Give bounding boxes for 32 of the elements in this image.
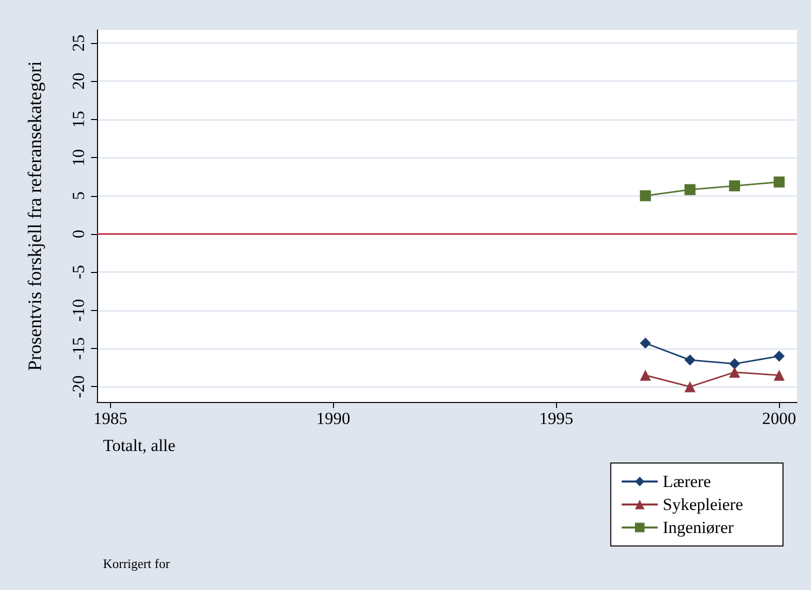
y-tick-label: -20 — [69, 375, 88, 398]
y-tick-label: 10 — [69, 149, 88, 166]
y-tick-label: -5 — [69, 265, 88, 280]
y-tick-label: -10 — [69, 299, 88, 322]
text: Korrigert for — [103, 556, 170, 571]
point — [684, 354, 696, 366]
y-tick-label: -15 — [69, 337, 88, 360]
y-tick-label: 25 — [69, 34, 88, 52]
point — [684, 184, 696, 196]
y-axis-title: Prosentvis forskjell fra referansekategori — [25, 61, 46, 371]
point — [774, 176, 785, 188]
point — [640, 370, 651, 381]
y-tick-label: 5 — [69, 192, 88, 200]
x-tick-label: 2000 — [762, 409, 796, 428]
x-tick-label: 1985 — [93, 409, 128, 428]
legend-label: Lærere — [662, 472, 711, 491]
point — [640, 190, 651, 202]
y-tick-label: 15 — [69, 110, 88, 128]
point — [640, 338, 651, 349]
x-tick-label: 1995 — [539, 409, 574, 428]
legend-label: Sykepleiere — [662, 495, 744, 514]
legend-label: Ingeniører — [662, 518, 734, 537]
point — [684, 381, 696, 392]
point — [729, 366, 740, 378]
x-tick-label: 1990 — [316, 409, 350, 428]
y-tick-label: 0 — [69, 230, 88, 238]
point — [774, 350, 785, 362]
y-tick-label: 20 — [69, 72, 88, 90]
text: Totalt, alle — [103, 436, 176, 455]
point — [729, 180, 740, 192]
point — [729, 358, 740, 370]
point — [774, 370, 785, 381]
